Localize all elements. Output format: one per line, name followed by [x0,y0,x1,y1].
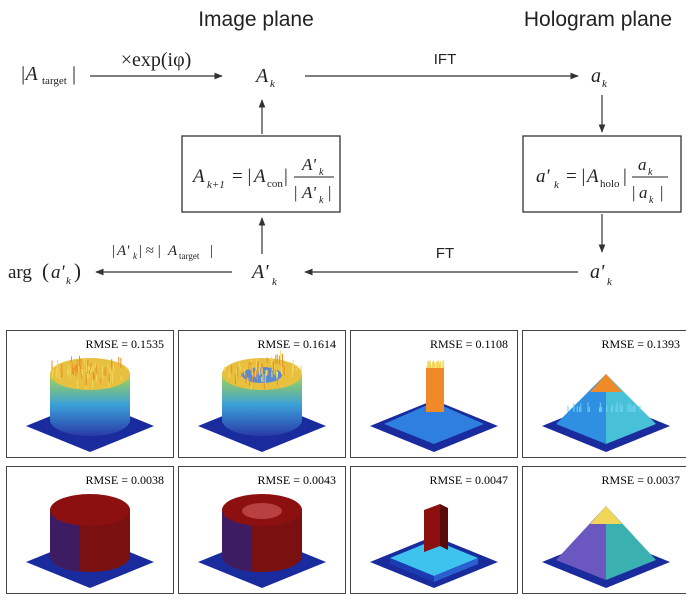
a-target-node: |A target | [20,63,76,87]
svg-text:= |: = | [566,166,585,187]
a-prime-k-node: a' k [590,261,613,288]
rmse-label: RMSE = 0.0037 [602,473,680,487]
svg-text:a: a [639,183,648,202]
rmse-label: RMSE = 0.0043 [258,473,336,487]
rmse-label: RMSE = 0.1535 [86,337,164,351]
svg-text:k: k [602,78,608,90]
svg-text:a: a [638,155,647,174]
ring-hole [242,503,282,519]
pyramid-face-left [556,506,606,580]
svg-text:a: a [591,65,601,87]
svg-text:k: k [319,167,324,178]
rmse-label: RMSE = 0.1393 [602,337,680,351]
result-panel: RMSE = 0.0038 [6,466,174,594]
svg-text:|: | [210,243,213,259]
image-constraint-box: A k+1 = | A con | A' k | A' k | [181,135,341,213]
rmse-label: RMSE = 0.1108 [430,337,508,351]
result-panel: RMSE = 0.0043 [178,466,346,594]
svg-text:A: A [191,166,205,187]
svg-text:|: | [328,183,331,202]
svg-text:k: k [319,195,324,206]
svg-text:k: k [648,167,653,178]
ft-label: FT [436,245,454,262]
svg-text:|: | [112,243,115,259]
svg-text:k: k [272,276,278,288]
svg-text:con: con [267,178,283,190]
svg-text:|: | [660,183,663,202]
svg-text:|: | [72,63,76,85]
svg-text:a': a' [51,262,66,283]
svg-text:arg: arg [8,262,32,283]
a-k-node: A k [254,65,276,90]
result-panel: RMSE = 0.1614 [178,330,346,458]
svg-text:holo: holo [600,178,620,190]
results-panels: RMSE = 0.1535 RMSE = 0.1614 RMSE = 0.1108 R… [6,330,686,594]
svg-text:A': A' [116,243,130,259]
results-grid: RMSE = 0.1535 RMSE = 0.1614 RMSE = 0.1108 R… [6,330,686,600]
svg-text:(: ( [42,259,49,283]
svg-text:| ≈ |: | ≈ | [139,243,161,259]
svg-text:k: k [133,251,138,261]
rmse-label: RMSE = 0.0038 [86,473,164,487]
svg-text:|: | [623,166,627,187]
convergence-condition: | A' k | ≈ | A target | [112,243,213,261]
svg-text:target: target [179,251,200,261]
phase-multiply-label: ×exp(iφ) [121,49,192,71]
svg-text:target: target [42,75,67,87]
result-panel: RMSE = 0.1108 [350,330,518,458]
result-panel: RMSE = 0.1393 [522,330,686,458]
result-panel: RMSE = 0.0037 [522,466,686,594]
svg-text:A': A' [250,261,269,283]
step-block [426,368,444,412]
gs-algorithm-diagram: Image plane Hologram plane |A target | ×… [8,8,682,288]
svg-text:A: A [167,243,178,259]
svg-text:): ) [74,259,81,283]
rmse-label: RMSE = 0.1614 [258,337,336,351]
svg-text:k+1: k+1 [207,179,225,191]
svg-text:a': a' [536,166,551,187]
svg-text:k: k [270,78,276,90]
step-plateau [384,402,484,444]
svg-text:k: k [554,179,560,191]
svg-text:A': A' [301,183,316,202]
image-plane-heading: Image plane [198,8,314,31]
pyramid-face-right [606,506,656,580]
hologram-constraint-box: a' k = | A holo | a k | a k | [522,135,682,213]
svg-text:A: A [252,166,266,187]
cylinder-top [50,494,130,526]
result-panel: RMSE = 0.1535 [6,330,174,458]
cylinder-body [222,374,302,436]
svg-text:|: | [294,183,297,202]
svg-text:|: | [284,166,288,187]
svg-text:|A: |A [20,63,38,85]
result-panel: RMSE = 0.0047 [350,466,518,594]
svg-text:k: k [607,276,613,288]
small-a-k-node: a k [591,65,608,90]
hologram-plane-heading: Hologram plane [524,8,672,31]
svg-text:k: k [649,195,654,206]
svg-text:|: | [632,183,635,202]
svg-text:k: k [66,275,72,287]
rmse-label: RMSE = 0.0047 [430,473,508,487]
svg-text:A: A [585,166,599,187]
svg-text:= |: = | [232,166,251,187]
cylinder-body [50,374,130,436]
phase-output-node: arg ( a' k ) [8,259,81,287]
svg-text:a': a' [590,261,605,283]
ift-label: IFT [434,51,457,68]
svg-text:A: A [254,65,269,87]
svg-text:A': A' [301,155,316,174]
big-a-prime-k-node: A' k [250,261,278,288]
step-block [424,504,440,552]
